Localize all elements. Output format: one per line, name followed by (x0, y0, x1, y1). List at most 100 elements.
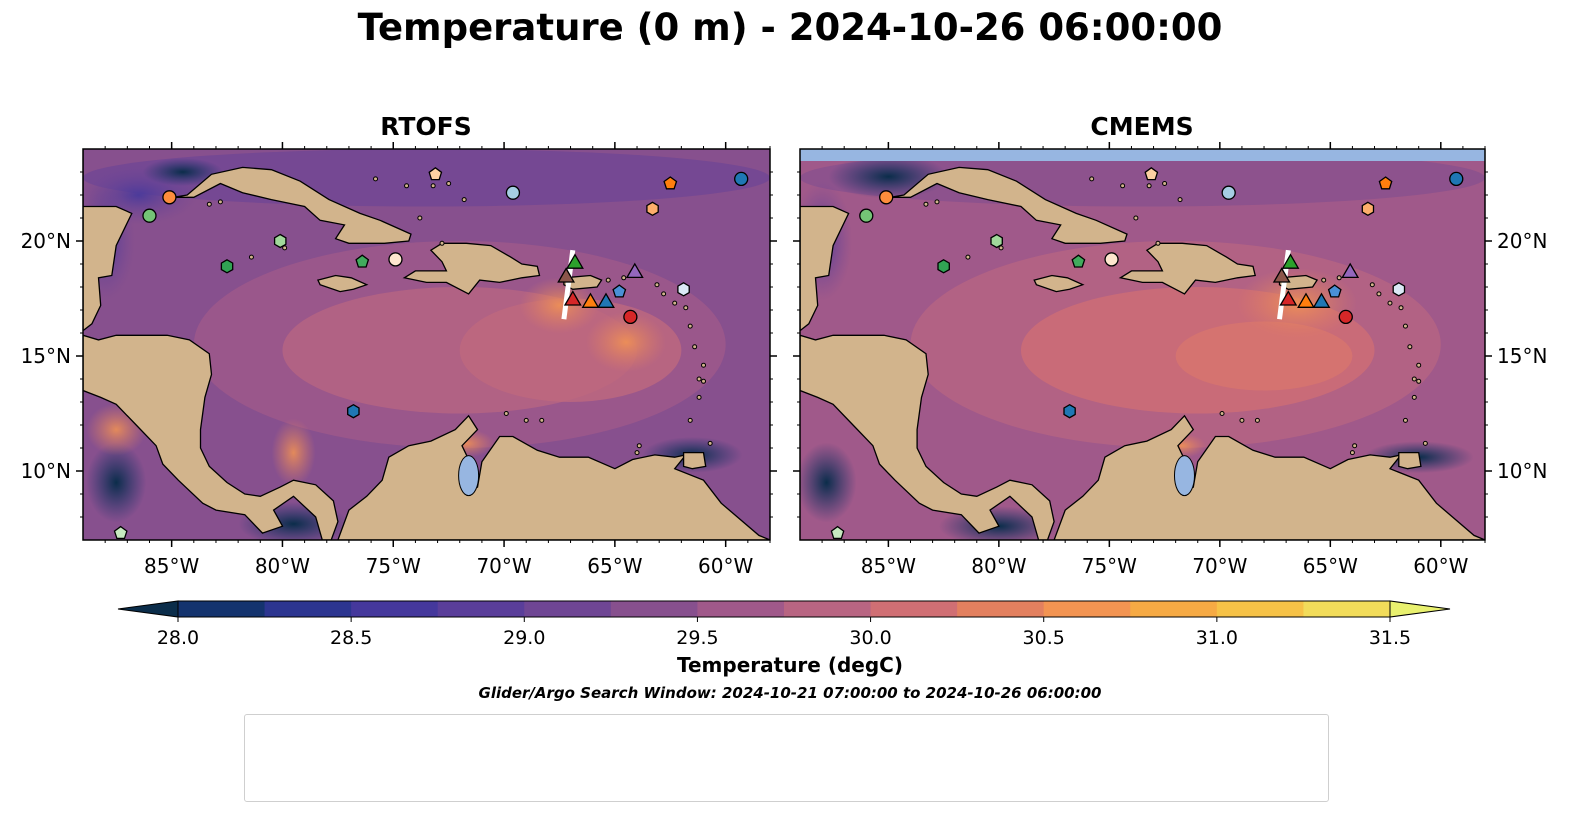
island (461, 197, 467, 203)
x-tick-label: 70°W (1192, 554, 1247, 578)
glider-ng783-20240807T0000 (625, 262, 644, 279)
colorbar-segment (351, 601, 439, 617)
island (672, 300, 678, 306)
argo-float-4903563 (990, 233, 1003, 249)
argo-float-4902609 (677, 282, 690, 297)
temperature-feature (142, 158, 223, 186)
island (1398, 305, 1404, 311)
island (696, 394, 702, 400)
argo-float-4903562 (142, 208, 157, 223)
argo-float-1902522 (1063, 403, 1076, 419)
glider-SG610-20240711T1133 (1312, 292, 1331, 308)
island (373, 176, 379, 182)
y-tick-label: 15°N (1497, 344, 1547, 368)
colorbar-extend-max (1389, 600, 1451, 618)
island (1239, 417, 1245, 423)
no-data-band (800, 149, 1485, 161)
colorbar-segment (784, 601, 872, 617)
y-tick-label: 20°N (1497, 229, 1547, 253)
land-puertoRico (1278, 274, 1319, 290)
x-tick-label: 75°W (1082, 554, 1137, 578)
island (1162, 181, 1168, 186)
island (1422, 440, 1428, 446)
glider-uvi_01-20241004T1402 (557, 267, 576, 283)
island (621, 275, 627, 281)
x-tick-label: 60°W (698, 554, 753, 578)
colorbar-tick-label: 29.0 (503, 627, 545, 649)
land-southAmerica (1053, 414, 1485, 540)
panel-title-cmems: CMEMS (1090, 112, 1194, 141)
panel-title-rtofs: RTOFS (380, 112, 472, 141)
island (696, 376, 702, 382)
argo-float-4902609 (1392, 282, 1406, 297)
island (1416, 362, 1422, 368)
island (636, 443, 642, 449)
island (1155, 240, 1161, 246)
island (923, 201, 929, 207)
glider-SG630-20240713T1103 (581, 292, 600, 308)
colorbar-tick-label: 30.0 (849, 627, 891, 649)
x-tick-label: 60°W (1413, 554, 1468, 578)
island (1177, 197, 1183, 203)
island (539, 417, 545, 423)
island (1402, 417, 1408, 423)
land-yucatan (800, 149, 850, 332)
temperature-feature (86, 442, 147, 523)
island (1133, 215, 1139, 221)
colorbar-extend-min (117, 600, 179, 618)
x-tick-label: 65°W (1303, 554, 1358, 578)
argo-float-4903561 (355, 254, 370, 268)
figure-title: Temperature (0 m) - 2024-10-26 06:00:00 (357, 6, 1223, 49)
island (1402, 323, 1408, 329)
y-tick-label: 20°N (21, 229, 71, 253)
x-tick-label: 70°W (476, 554, 531, 578)
colorbar-segment (264, 601, 352, 617)
island (661, 291, 667, 297)
colorbar-tick-label: 29.5 (676, 627, 718, 649)
colorbar-segment (610, 601, 698, 617)
argo-float-4903561 (1071, 254, 1086, 268)
argo-float-5906478 (830, 525, 845, 540)
colorbar-segment (957, 601, 1045, 617)
island (1376, 291, 1382, 297)
colorbar-tick-label: 28.0 (157, 627, 199, 649)
island (965, 254, 971, 260)
colorbar-segment (1130, 601, 1218, 617)
island (1411, 394, 1417, 400)
island (1369, 282, 1375, 288)
glider-uvi_01-20241004T1402 (1272, 267, 1291, 283)
land-yucatan (83, 149, 133, 332)
argo-float-4903559 (937, 259, 950, 274)
island (1146, 183, 1152, 189)
island (1120, 183, 1126, 189)
land-trinidad (1398, 451, 1422, 470)
y-tick-label: 15°N (21, 344, 71, 368)
argo-float-6903111 (1338, 309, 1353, 325)
argo-float-5906478 (113, 525, 128, 540)
temperature-feature (271, 418, 316, 487)
island (1407, 344, 1413, 350)
island (1321, 277, 1327, 283)
island (683, 305, 689, 311)
glider-ng783-20240807T0000 (1341, 262, 1360, 279)
island (687, 417, 693, 423)
argo-float-4903348 (428, 166, 443, 181)
argo-float-4903333 (646, 201, 659, 217)
glider-SG649-20240712T1133 (1281, 253, 1300, 269)
map-frame (82, 148, 771, 541)
island (687, 323, 693, 329)
argo-float-4903244 (663, 176, 678, 190)
lake-maracaibo (1173, 455, 1195, 497)
argo-float-4903333 (1361, 201, 1375, 217)
land-southAmerica (337, 414, 770, 540)
x-tick-label: 80°W (255, 554, 310, 578)
map-panel-rtofs: 85°W 80°W 75°W 70°W 65°W 60°W 20°N 15°N 10°N (21, 142, 777, 578)
land-cuba (173, 166, 412, 244)
island (1219, 411, 1225, 416)
island (503, 411, 509, 416)
colorbar-frame (177, 600, 1391, 618)
land-hispaniola (1118, 242, 1257, 295)
island (217, 199, 223, 205)
argo-float-4902534 (1221, 185, 1236, 200)
